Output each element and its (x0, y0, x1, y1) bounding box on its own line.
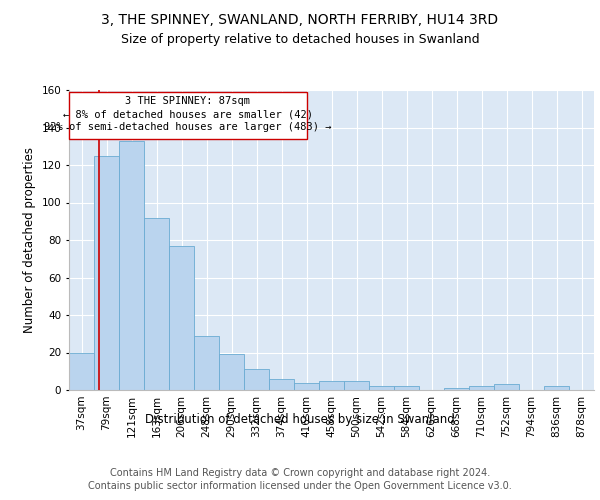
FancyBboxPatch shape (69, 92, 307, 138)
Bar (494, 384, 519, 390)
Bar (444, 388, 469, 390)
Bar (269, 379, 294, 390)
Bar (319, 380, 344, 390)
Text: Contains HM Land Registry data © Crown copyright and database right 2024.: Contains HM Land Registry data © Crown c… (110, 468, 490, 477)
Bar (344, 380, 369, 390)
Text: Size of property relative to detached houses in Swanland: Size of property relative to detached ho… (121, 32, 479, 46)
Bar (294, 382, 319, 390)
Bar (69, 352, 94, 390)
Text: Contains public sector information licensed under the Open Government Licence v3: Contains public sector information licen… (88, 481, 512, 491)
Bar (394, 386, 419, 390)
Bar (469, 386, 494, 390)
Text: 3, THE SPINNEY, SWANLAND, NORTH FERRIBY, HU14 3RD: 3, THE SPINNEY, SWANLAND, NORTH FERRIBY,… (101, 12, 499, 26)
Bar (369, 386, 394, 390)
Bar (94, 156, 119, 390)
Text: Distribution of detached houses by size in Swanland: Distribution of detached houses by size … (145, 412, 455, 426)
Bar (119, 140, 144, 390)
Bar (219, 354, 244, 390)
Bar (144, 218, 169, 390)
Bar (169, 246, 194, 390)
Text: 3 THE SPINNEY: 87sqm: 3 THE SPINNEY: 87sqm (125, 96, 250, 106)
Text: 92% of semi-detached houses are larger (483) →: 92% of semi-detached houses are larger (… (44, 122, 331, 132)
Bar (544, 386, 569, 390)
Bar (244, 370, 269, 390)
Text: ← 8% of detached houses are smaller (42): ← 8% of detached houses are smaller (42) (63, 109, 313, 119)
Y-axis label: Number of detached properties: Number of detached properties (23, 147, 36, 333)
Bar (194, 336, 219, 390)
